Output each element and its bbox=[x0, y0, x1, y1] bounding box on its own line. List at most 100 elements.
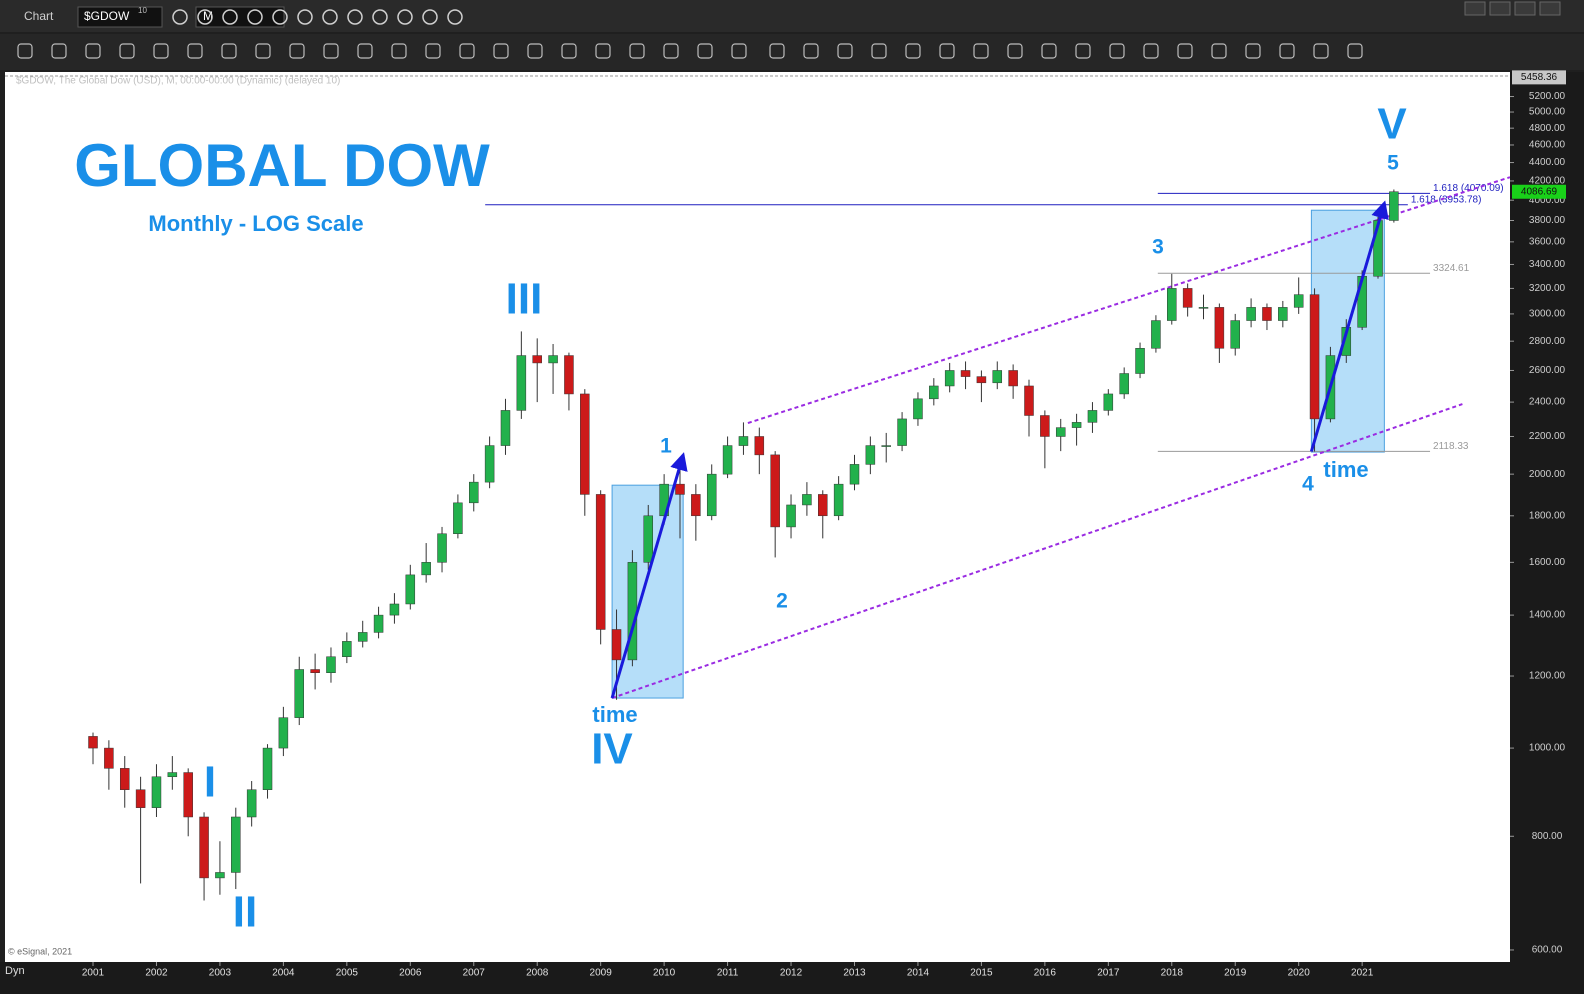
y-tick-label: 3400.00 bbox=[1529, 259, 1566, 270]
candle-body bbox=[595, 494, 606, 630]
tool-icon[interactable] bbox=[1245, 43, 1261, 59]
tool-icon[interactable] bbox=[255, 43, 271, 59]
x-tick-label: 2004 bbox=[272, 968, 295, 979]
tool-icon[interactable] bbox=[1041, 43, 1057, 59]
candle-body bbox=[532, 355, 542, 364]
candle-body bbox=[469, 481, 479, 504]
toolbar-icon[interactable] bbox=[272, 9, 288, 25]
time-arrow bbox=[1309, 200, 1389, 452]
candle-body bbox=[580, 393, 590, 495]
candle-body bbox=[643, 515, 654, 563]
tool-icon[interactable] bbox=[85, 43, 101, 59]
tool-icon[interactable] bbox=[1279, 43, 1295, 59]
tool-icon[interactable] bbox=[17, 43, 33, 59]
toolbar-icon[interactable] bbox=[322, 9, 338, 25]
y-tick-label: 1800.00 bbox=[1529, 510, 1566, 521]
tool-icon[interactable] bbox=[425, 43, 441, 59]
window-button[interactable] bbox=[1514, 1, 1536, 16]
x-tick-label: 2017 bbox=[1097, 968, 1120, 979]
candle-body bbox=[342, 641, 352, 657]
tool-icon[interactable] bbox=[629, 43, 645, 59]
tool-icon[interactable] bbox=[323, 43, 339, 59]
tool-icon[interactable] bbox=[51, 43, 67, 59]
tool-icon[interactable] bbox=[391, 43, 407, 59]
toolbar-icon[interactable] bbox=[422, 9, 438, 25]
tool-icon[interactable] bbox=[1313, 43, 1329, 59]
tool-icon[interactable] bbox=[837, 43, 853, 59]
tool-icon[interactable] bbox=[697, 43, 713, 59]
tool-icon[interactable] bbox=[1109, 43, 1125, 59]
toolbar-icon[interactable] bbox=[197, 9, 213, 25]
toolbar-icon[interactable] bbox=[347, 9, 363, 25]
y-tick-label: 3800.00 bbox=[1529, 215, 1566, 226]
tool-icon[interactable] bbox=[119, 43, 135, 59]
tool-icon[interactable] bbox=[289, 43, 305, 59]
tool-icon[interactable] bbox=[1211, 43, 1227, 59]
tool-icon[interactable] bbox=[187, 43, 203, 59]
candle-body bbox=[183, 772, 193, 818]
toolbar-icon[interactable] bbox=[222, 9, 238, 25]
candle-body bbox=[833, 483, 844, 517]
candle-body bbox=[1230, 320, 1240, 349]
toolbar-icon[interactable] bbox=[372, 9, 388, 25]
tool-icon[interactable] bbox=[493, 43, 509, 59]
tool-icon[interactable] bbox=[1007, 43, 1023, 59]
y-tick-label: 3200.00 bbox=[1529, 283, 1566, 294]
tool-icon[interactable] bbox=[561, 43, 577, 59]
tool-icon[interactable] bbox=[1075, 43, 1091, 59]
tool-icon[interactable] bbox=[357, 43, 373, 59]
candle-body bbox=[754, 436, 765, 456]
tool-icon[interactable] bbox=[803, 43, 819, 59]
window-button[interactable] bbox=[1464, 1, 1486, 16]
window-title: Chart bbox=[24, 9, 54, 23]
tool-icon[interactable] bbox=[459, 43, 475, 59]
tool-icon[interactable] bbox=[769, 43, 785, 59]
candle-body bbox=[262, 747, 273, 790]
price-marker bbox=[1512, 70, 1566, 85]
level-label: 1.618 (4070.09) bbox=[1433, 183, 1504, 194]
y-tick-label: 4600.00 bbox=[1529, 140, 1566, 151]
window-button[interactable] bbox=[1489, 1, 1511, 16]
candle-body bbox=[675, 483, 685, 495]
interval-box[interactable] bbox=[195, 6, 285, 28]
tool-icon[interactable] bbox=[527, 43, 543, 59]
y-tick-label: 2400.00 bbox=[1529, 397, 1566, 408]
wave-label: 5 bbox=[1387, 152, 1399, 175]
candle-body bbox=[135, 789, 146, 808]
candle-body bbox=[1389, 191, 1399, 221]
tool-icon[interactable] bbox=[1143, 43, 1159, 59]
toolbar-icon[interactable] bbox=[397, 9, 413, 25]
toolbar-icon[interactable] bbox=[297, 9, 313, 25]
toolbar-icon[interactable] bbox=[447, 9, 463, 25]
tool-icon[interactable] bbox=[939, 43, 955, 59]
price-marker bbox=[1512, 184, 1566, 199]
candle-body bbox=[1198, 307, 1209, 309]
candle-body bbox=[453, 502, 463, 535]
candle-body bbox=[627, 562, 638, 661]
candle-body bbox=[1293, 294, 1304, 308]
candle-body bbox=[1135, 348, 1145, 374]
wave-label: time bbox=[1323, 457, 1368, 482]
tool-icon[interactable] bbox=[153, 43, 169, 59]
window-button[interactable] bbox=[1539, 1, 1561, 16]
tool-icon[interactable] bbox=[1347, 43, 1363, 59]
y-tick-label: 3000.00 bbox=[1529, 309, 1566, 320]
wave-label: 3 bbox=[1152, 236, 1164, 259]
tool-icon[interactable] bbox=[905, 43, 921, 59]
symbol-box[interactable] bbox=[77, 6, 163, 28]
tool-icon[interactable] bbox=[595, 43, 611, 59]
toolbar-icon[interactable] bbox=[247, 9, 263, 25]
y-tick-label: 2600.00 bbox=[1529, 365, 1566, 376]
tool-icon[interactable] bbox=[1177, 43, 1193, 59]
tool-icon[interactable] bbox=[973, 43, 989, 59]
toolbar-icon[interactable] bbox=[172, 9, 188, 25]
tool-icon[interactable] bbox=[221, 43, 237, 59]
tool-icon[interactable] bbox=[871, 43, 887, 59]
chart-title: GLOBAL DOW bbox=[74, 132, 490, 199]
y-tick-label: 2800.00 bbox=[1529, 336, 1566, 347]
tool-icon[interactable] bbox=[663, 43, 679, 59]
y-tick-label: 1400.00 bbox=[1529, 610, 1566, 621]
y-tick-label: 5000.00 bbox=[1529, 107, 1566, 118]
tool-icon[interactable] bbox=[731, 43, 747, 59]
